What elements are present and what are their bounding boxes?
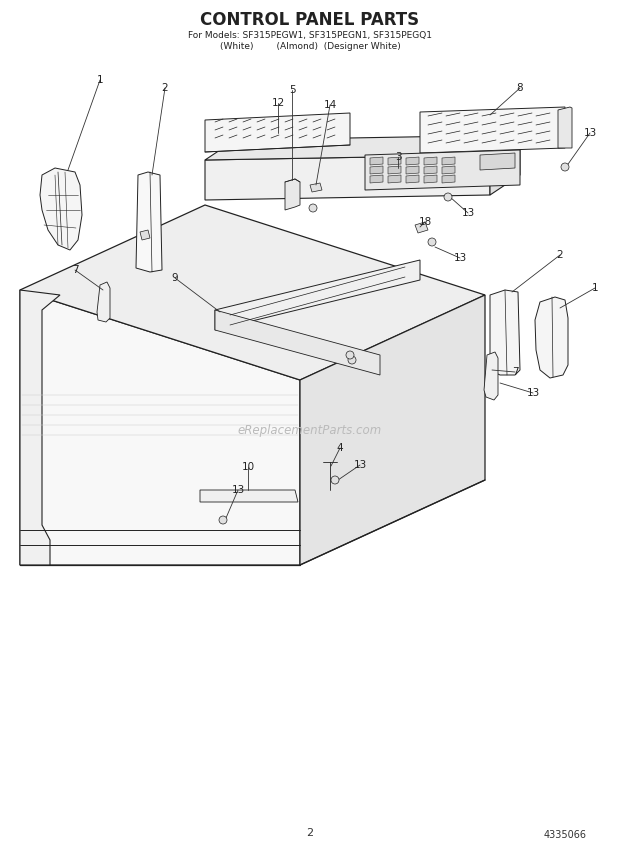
Polygon shape bbox=[490, 135, 520, 195]
Polygon shape bbox=[442, 157, 455, 165]
Text: 13: 13 bbox=[526, 388, 539, 398]
Polygon shape bbox=[205, 113, 350, 152]
Circle shape bbox=[502, 347, 508, 353]
Polygon shape bbox=[285, 179, 300, 210]
Text: eReplacementParts.com: eReplacementParts.com bbox=[238, 424, 382, 437]
Text: 2: 2 bbox=[557, 250, 564, 260]
Text: 4335066: 4335066 bbox=[544, 830, 587, 840]
Text: (White)        (Almond)  (Designer White): (White) (Almond) (Designer White) bbox=[219, 41, 401, 51]
Polygon shape bbox=[424, 175, 437, 183]
Circle shape bbox=[502, 362, 508, 368]
Circle shape bbox=[325, 470, 335, 480]
Polygon shape bbox=[484, 352, 498, 400]
Text: 13: 13 bbox=[231, 485, 245, 495]
Polygon shape bbox=[406, 175, 419, 183]
Polygon shape bbox=[490, 290, 520, 375]
Circle shape bbox=[33, 468, 77, 512]
Circle shape bbox=[348, 356, 356, 364]
Polygon shape bbox=[205, 135, 520, 160]
Text: 18: 18 bbox=[418, 217, 432, 227]
Text: 2: 2 bbox=[162, 83, 168, 93]
Circle shape bbox=[33, 408, 77, 452]
Polygon shape bbox=[140, 230, 150, 240]
Polygon shape bbox=[558, 107, 572, 148]
Circle shape bbox=[346, 351, 354, 359]
Polygon shape bbox=[215, 310, 380, 375]
Polygon shape bbox=[388, 175, 401, 183]
Polygon shape bbox=[424, 157, 437, 165]
Polygon shape bbox=[300, 295, 485, 565]
Text: 13: 13 bbox=[453, 253, 467, 263]
Text: 2: 2 bbox=[306, 828, 314, 838]
Polygon shape bbox=[442, 166, 455, 174]
Polygon shape bbox=[406, 157, 419, 165]
Polygon shape bbox=[136, 172, 162, 272]
Polygon shape bbox=[370, 166, 383, 174]
Circle shape bbox=[502, 307, 508, 313]
Polygon shape bbox=[40, 168, 82, 250]
Polygon shape bbox=[388, 166, 401, 174]
Circle shape bbox=[502, 327, 508, 333]
Text: 9: 9 bbox=[172, 273, 179, 283]
Text: 7: 7 bbox=[512, 367, 518, 377]
Text: 7: 7 bbox=[72, 265, 78, 275]
Text: 14: 14 bbox=[324, 100, 337, 110]
Circle shape bbox=[444, 193, 452, 201]
Text: 3: 3 bbox=[395, 152, 401, 162]
Text: 10: 10 bbox=[241, 462, 255, 472]
Polygon shape bbox=[205, 155, 490, 200]
Polygon shape bbox=[388, 157, 401, 165]
Polygon shape bbox=[535, 297, 568, 378]
Text: 5: 5 bbox=[289, 85, 295, 95]
Polygon shape bbox=[200, 490, 298, 502]
Polygon shape bbox=[442, 175, 455, 183]
Polygon shape bbox=[20, 290, 300, 565]
Text: 1: 1 bbox=[97, 75, 104, 85]
Polygon shape bbox=[480, 153, 515, 170]
Text: 13: 13 bbox=[461, 208, 475, 218]
Circle shape bbox=[331, 476, 339, 484]
Polygon shape bbox=[370, 157, 383, 165]
Text: For Models: SF315PEGW1, SF315PEGN1, SF315PEGQ1: For Models: SF315PEGW1, SF315PEGN1, SF31… bbox=[188, 31, 432, 39]
Text: 12: 12 bbox=[272, 98, 285, 108]
Circle shape bbox=[309, 204, 317, 212]
Polygon shape bbox=[424, 166, 437, 174]
Polygon shape bbox=[97, 282, 110, 322]
Polygon shape bbox=[310, 183, 322, 192]
Polygon shape bbox=[415, 222, 428, 233]
Circle shape bbox=[219, 516, 227, 524]
Text: CONTROL PANEL PARTS: CONTROL PANEL PARTS bbox=[200, 11, 420, 29]
Text: 13: 13 bbox=[353, 460, 366, 470]
Polygon shape bbox=[370, 175, 383, 183]
Text: 8: 8 bbox=[516, 83, 523, 93]
Text: 4: 4 bbox=[337, 443, 343, 453]
Text: 1: 1 bbox=[591, 283, 598, 293]
Polygon shape bbox=[420, 107, 565, 153]
Text: 13: 13 bbox=[583, 128, 596, 138]
Polygon shape bbox=[20, 290, 60, 565]
Polygon shape bbox=[20, 205, 485, 380]
Polygon shape bbox=[215, 260, 420, 330]
Circle shape bbox=[428, 238, 436, 246]
Circle shape bbox=[561, 163, 569, 171]
Polygon shape bbox=[406, 166, 419, 174]
Polygon shape bbox=[365, 150, 520, 190]
